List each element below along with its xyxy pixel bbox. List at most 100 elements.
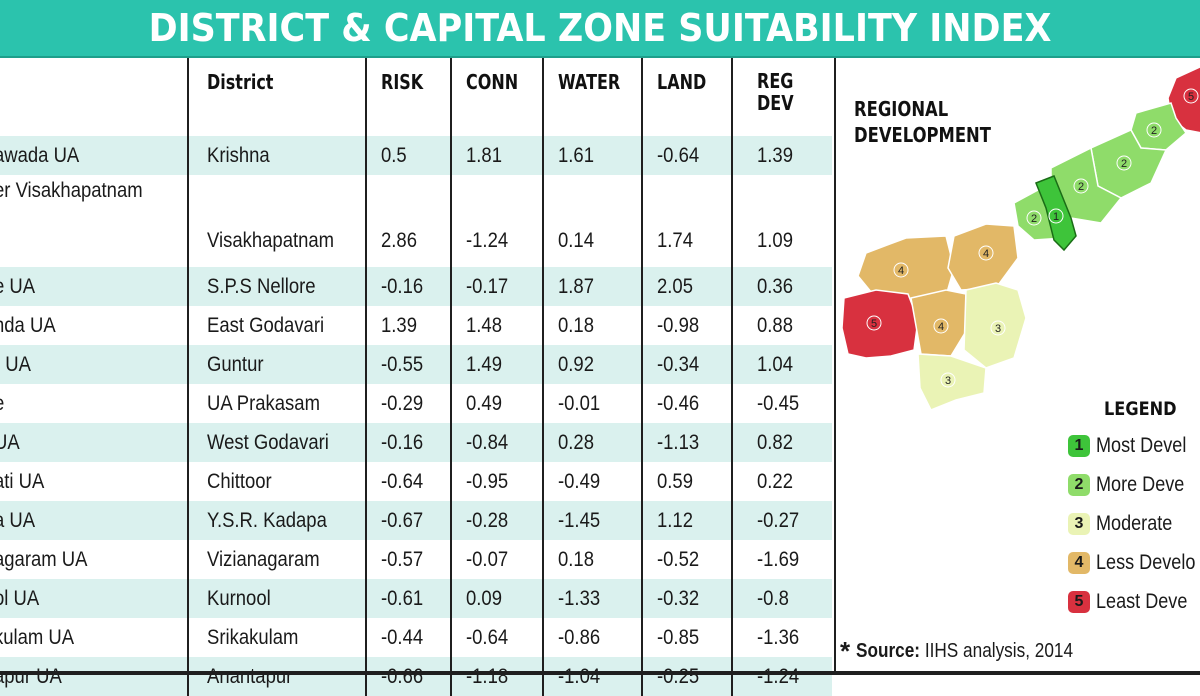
cell-district: Kurnool xyxy=(187,579,366,618)
cell-risk: -0.67 xyxy=(365,501,451,540)
cell-urban-area: er Visakhapatnam xyxy=(0,179,143,202)
source-text: IIHS analysis, 2014 xyxy=(924,639,1073,662)
cell-risk: 0.5 xyxy=(365,136,451,175)
cell-district: East Godavari xyxy=(187,306,366,345)
map-region-anantapur xyxy=(841,289,919,359)
map-number-badge xyxy=(866,315,882,331)
cell-urban-area: r UA xyxy=(0,345,188,384)
map-number-label: 4 xyxy=(938,321,944,333)
cell-urban-area: e UA xyxy=(0,267,188,306)
cell-reg-dev: -1.36 xyxy=(731,618,832,657)
map-number-label: 3 xyxy=(945,375,951,387)
cell-land: -1.13 xyxy=(641,423,732,462)
suitability-table: District RISK CONN WATER LAND REG DEV aw… xyxy=(0,58,832,696)
map-region-kadapa xyxy=(910,289,969,357)
cell-risk: -0.55 xyxy=(365,345,451,384)
table-row: apur UA Anantapur -0.66 -1.18 -1.04 -0.25 -1.2… xyxy=(0,657,832,696)
cell-reg-dev: 1.04 xyxy=(731,345,832,384)
cell-reg-dev: -0.27 xyxy=(731,501,832,540)
cell-land: -0.52 xyxy=(641,540,732,579)
bottom-rule xyxy=(0,671,1200,675)
cell-reg-dev: -1.24 xyxy=(731,657,832,696)
legend-swatch-icon: 4 xyxy=(1068,552,1090,575)
legend-label: Least Deve xyxy=(1096,590,1188,614)
header-district: District xyxy=(187,58,366,136)
map-number-badge xyxy=(933,318,949,334)
legend-swatch-icon: 2 xyxy=(1068,474,1090,497)
table-row: e UAS.P.S Nellore-0.16-0.171.872.050.36 xyxy=(0,267,832,306)
page-title: DISTRICT & CAPITAL ZONE SUITABILITY INDE… xyxy=(148,6,1052,50)
legend-label: Moderate xyxy=(1096,512,1173,536)
cell-district: S.P.S Nellore xyxy=(187,267,366,306)
cell-reg-dev: -0.8 xyxy=(731,579,832,618)
cell-conn: 0.09 xyxy=(450,579,543,618)
cell-water: -1.04 xyxy=(542,657,642,696)
cell-reg-dev: 1.39 xyxy=(731,136,832,175)
cell-risk: -0.29 xyxy=(365,384,451,423)
cell-land: -0.25 xyxy=(641,657,732,696)
cell-district: Krishna xyxy=(187,136,366,175)
cell-water: 0.92 xyxy=(542,345,642,384)
header-risk: RISK xyxy=(365,58,451,136)
cell-land: -0.64 xyxy=(641,136,732,175)
legend-swatch-icon: 5 xyxy=(1068,591,1090,614)
cell-risk: 2.86 xyxy=(365,175,451,267)
table-header-row: District RISK CONN WATER LAND REG DEV xyxy=(0,58,832,136)
title-banner: DISTRICT & CAPITAL ZONE SUITABILITY INDE… xyxy=(0,0,1200,58)
legend-label: Most Devel xyxy=(1096,434,1187,458)
legend-item: 1 Most Devel xyxy=(1068,434,1200,462)
cell-district: Y.S.R. Kadapa xyxy=(187,501,366,540)
map-number-label: 2 xyxy=(1031,213,1037,225)
cell-water: -1.33 xyxy=(542,579,642,618)
cell-district: West Godavari xyxy=(187,423,366,462)
map-number-badge xyxy=(990,320,1006,336)
map-number-label: 2 xyxy=(1121,158,1127,170)
cell-land: -0.98 xyxy=(641,306,732,345)
map-number-label: 2 xyxy=(1151,125,1157,137)
map-number-label: 3 xyxy=(995,323,1001,335)
cell-conn: 1.48 xyxy=(450,306,543,345)
cell-water: -0.86 xyxy=(542,618,642,657)
cell-conn: -0.95 xyxy=(450,462,543,501)
cell-risk: -0.61 xyxy=(365,579,451,618)
cell-district: UA Prakasam xyxy=(187,384,366,423)
map-region-krishna xyxy=(1035,175,1077,252)
map-title: REGIONAL DEVELOPMENT xyxy=(854,97,991,147)
cell-risk: -0.57 xyxy=(365,540,451,579)
cell-conn: -0.28 xyxy=(450,501,543,540)
map-number-label: 4 xyxy=(898,265,904,277)
legend-title: LEGEND xyxy=(1104,398,1177,420)
header-reg-dev: REG DEV xyxy=(731,58,832,136)
asterisk-icon: * xyxy=(840,636,851,666)
source-note: * Source: IIHS analysis, 2014 xyxy=(840,636,1108,667)
cell-land: -0.46 xyxy=(641,384,732,423)
cell-conn: -0.17 xyxy=(450,267,543,306)
suitability-table-wrap: District RISK CONN WATER LAND REG DEV aw… xyxy=(0,58,832,696)
cell-water: 1.61 xyxy=(542,136,642,175)
header-land: LAND xyxy=(641,58,732,136)
cell-risk: -0.66 xyxy=(365,657,451,696)
cell-conn: -0.07 xyxy=(450,540,543,579)
cell-urban-area: nda UA xyxy=(0,313,56,337)
cell-risk: -0.16 xyxy=(365,267,451,306)
cell-water: -0.49 xyxy=(542,462,642,501)
map-number-badge xyxy=(1183,88,1199,104)
map-region-nellore xyxy=(963,282,1027,369)
legend-item: 2 More Deve xyxy=(1068,473,1199,501)
map-number-badge xyxy=(1146,122,1162,138)
cell-water: 1.87 xyxy=(542,267,642,306)
cell-urban-area: apur UA xyxy=(0,657,188,696)
cell-conn: 0.49 xyxy=(450,384,543,423)
cell-district: Anantapur xyxy=(187,657,366,696)
cell-water: 0.14 xyxy=(542,175,642,267)
legend-swatch-icon: 1 xyxy=(1068,435,1090,458)
cell-urban-area: kulam UA xyxy=(0,625,75,649)
cell-reg-dev: 0.88 xyxy=(731,306,832,345)
cell-district: Srikakulam xyxy=(187,618,366,657)
cell-conn: -0.84 xyxy=(450,423,543,462)
cell-urban-area: UA xyxy=(0,423,188,462)
map-number-badge xyxy=(1026,210,1042,226)
table-row: agaram UA Vizianagaram -0.57 -0.07 0.18 -0.52… xyxy=(0,540,832,579)
map-region-chittoor xyxy=(917,353,987,411)
